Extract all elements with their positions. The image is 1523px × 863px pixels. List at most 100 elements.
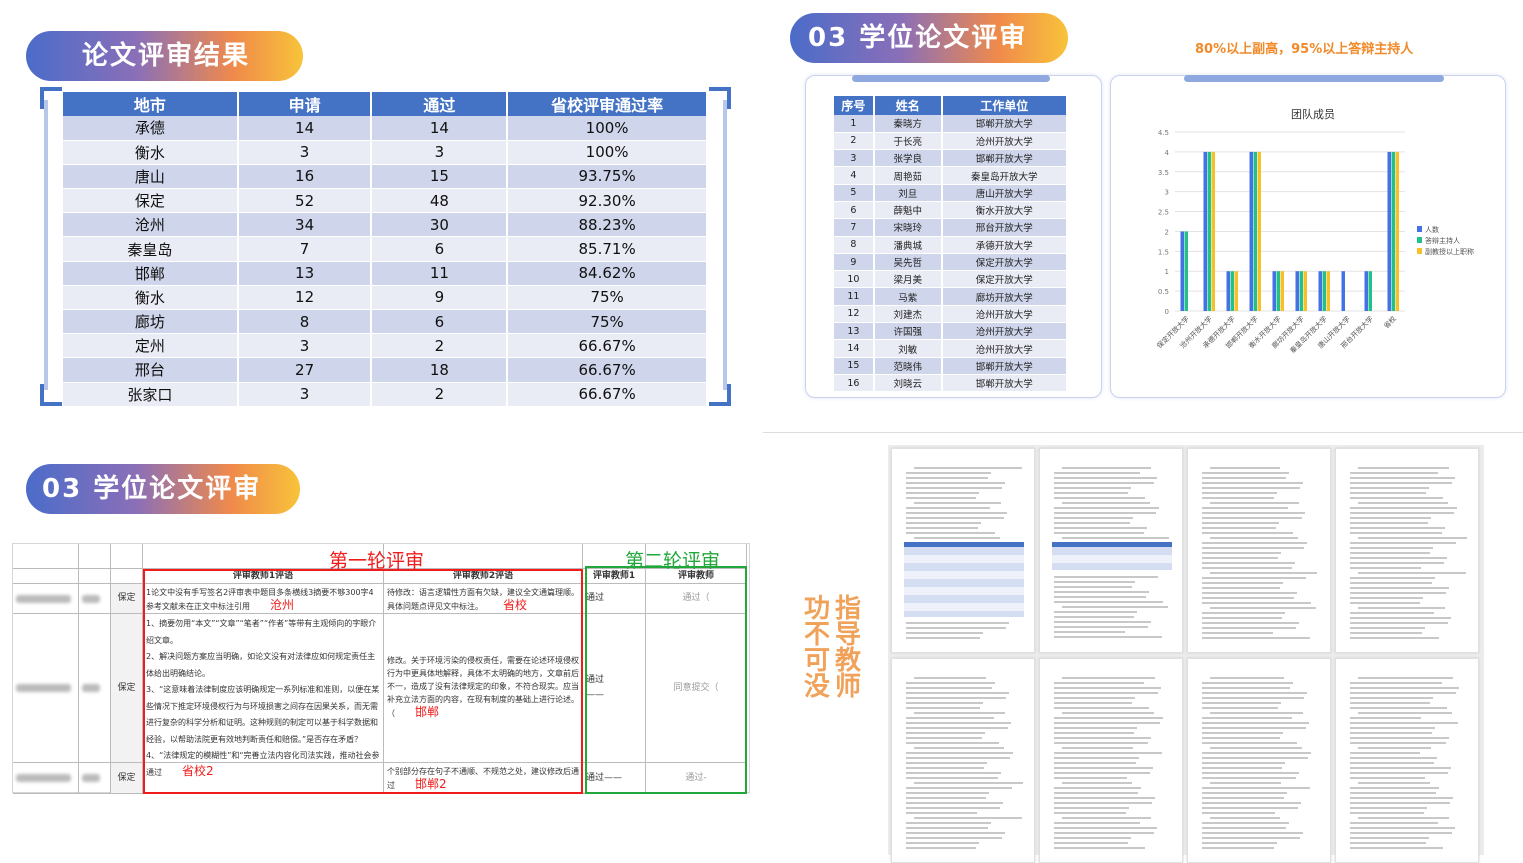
text-line — [906, 742, 999, 744]
text-line — [1350, 777, 1425, 779]
text-line — [1202, 547, 1304, 549]
text-line — [1358, 607, 1445, 609]
text-line — [1054, 772, 1150, 774]
round2-highlight-box — [585, 566, 747, 794]
column-header: 申请 — [237, 92, 373, 116]
section-title-thesis-review: 03 学位论文评审 — [790, 13, 1068, 63]
text-line — [906, 702, 983, 704]
text-line — [1054, 596, 1146, 598]
text-line — [1358, 747, 1431, 749]
bar — [1207, 151, 1211, 311]
x-tick-label: 省校 — [1382, 314, 1398, 330]
header-filter-cell — [13, 544, 79, 569]
text-line — [1350, 557, 1447, 559]
text-line — [1350, 827, 1455, 829]
text-line — [1202, 797, 1284, 799]
text-line — [1054, 807, 1129, 809]
table-cell: 3 — [237, 333, 373, 359]
text-line — [1350, 812, 1424, 814]
reviewer-tag: 邯郸2 — [415, 777, 447, 791]
result-text: 通过—— — [586, 772, 623, 783]
text-line — [1054, 847, 1145, 849]
y-tick-label: 1 — [1165, 268, 1169, 276]
table-cell: 定州 — [63, 333, 239, 359]
bar — [1184, 231, 1188, 311]
text-line — [1202, 812, 1275, 814]
table-cell: 刘旦 — [873, 184, 943, 202]
text-line — [1054, 492, 1128, 494]
text-line — [1350, 587, 1449, 589]
text-line — [1202, 487, 1300, 489]
text-line — [1350, 807, 1427, 809]
text-line — [1054, 832, 1154, 834]
table-cell: 9 — [371, 285, 509, 311]
legend-label: 答辩主持人 — [1425, 236, 1460, 245]
text-line — [1202, 517, 1302, 519]
text-line — [1350, 767, 1451, 769]
bar — [1211, 151, 1215, 311]
card-bar — [1184, 75, 1444, 82]
text-line — [1054, 842, 1128, 844]
caption-merit: 功不可没 — [804, 594, 831, 702]
text-line — [1202, 737, 1280, 739]
table-cell: 廊坊 — [63, 309, 239, 335]
table-cell: 27 — [237, 357, 373, 383]
table-cell: 11 — [834, 287, 875, 306]
members-table: 序号 姓名 工作单位 1 秦晓方 邯郸开放大学 2 于长亮 沧州开放大学 3 张学良 邯郸开放大学 4 周… — [834, 96, 1069, 393]
text-line — [1202, 472, 1289, 474]
text-line — [1054, 822, 1140, 824]
text-line — [906, 807, 1000, 809]
text-line — [1202, 522, 1279, 524]
text-line — [1210, 467, 1280, 469]
text-line — [1350, 522, 1428, 524]
text-line — [1054, 507, 1159, 509]
text-line — [914, 782, 1023, 784]
text-line — [906, 842, 979, 844]
table-cell: 6 — [371, 236, 509, 262]
text-line — [1062, 712, 1154, 714]
text-line — [906, 832, 1005, 834]
text-line — [906, 522, 981, 524]
text-line — [1202, 722, 1309, 724]
review-spreadsheet: 第一轮评审 第二轮评审 评审教师1评语 评审教师2评语 评审教师1 评审教师 保定 1论文中没… — [12, 543, 750, 794]
table-row: 衡水 3 3 100% — [63, 140, 708, 165]
text-line — [1202, 552, 1281, 554]
text-line — [1202, 772, 1299, 774]
table-cell: 沧州开放大学 — [941, 339, 1069, 358]
text-line — [1350, 567, 1421, 569]
text-line — [1210, 747, 1302, 749]
table-cell: 张学良 — [873, 149, 943, 168]
text-line — [1054, 837, 1131, 839]
table-cell: 12 — [237, 285, 373, 311]
bar — [1203, 151, 1207, 311]
text-line — [906, 497, 976, 499]
text-line — [1054, 601, 1163, 603]
blurred-name — [13, 584, 79, 614]
table-row: 10 梁月美 保定开放大学 — [834, 270, 1069, 289]
blurred-id — [79, 584, 111, 614]
corner-bracket — [40, 384, 62, 406]
round2-teacher1: 通过 — [583, 584, 646, 614]
table-cell: 刘建杰 — [873, 305, 943, 324]
table-cell: 梁月美 — [873, 270, 943, 289]
text-line — [1054, 586, 1132, 588]
table-cell: 邯郸开放大学 — [941, 115, 1069, 133]
table-cell: 刘晓云 — [873, 374, 943, 393]
text-line — [906, 487, 1002, 489]
table-cell: 3 — [237, 382, 373, 407]
table-cell: 84.62% — [507, 261, 708, 286]
text-line — [1054, 591, 1149, 593]
text-line — [1062, 747, 1133, 749]
text-line — [906, 787, 1012, 789]
card-bar — [852, 75, 1050, 82]
table-cell: 承德开放大学 — [941, 236, 1069, 254]
text-line — [1202, 577, 1306, 579]
text-line — [1054, 692, 1158, 694]
table-row: 沧州 34 30 88.23% — [63, 212, 708, 238]
text-line — [1350, 622, 1448, 624]
corner-bracket — [40, 87, 62, 109]
text-line — [1062, 677, 1155, 679]
cell — [13, 569, 79, 584]
text-line — [1350, 582, 1432, 584]
legend-label: 副教授以上职称 — [1425, 247, 1474, 256]
